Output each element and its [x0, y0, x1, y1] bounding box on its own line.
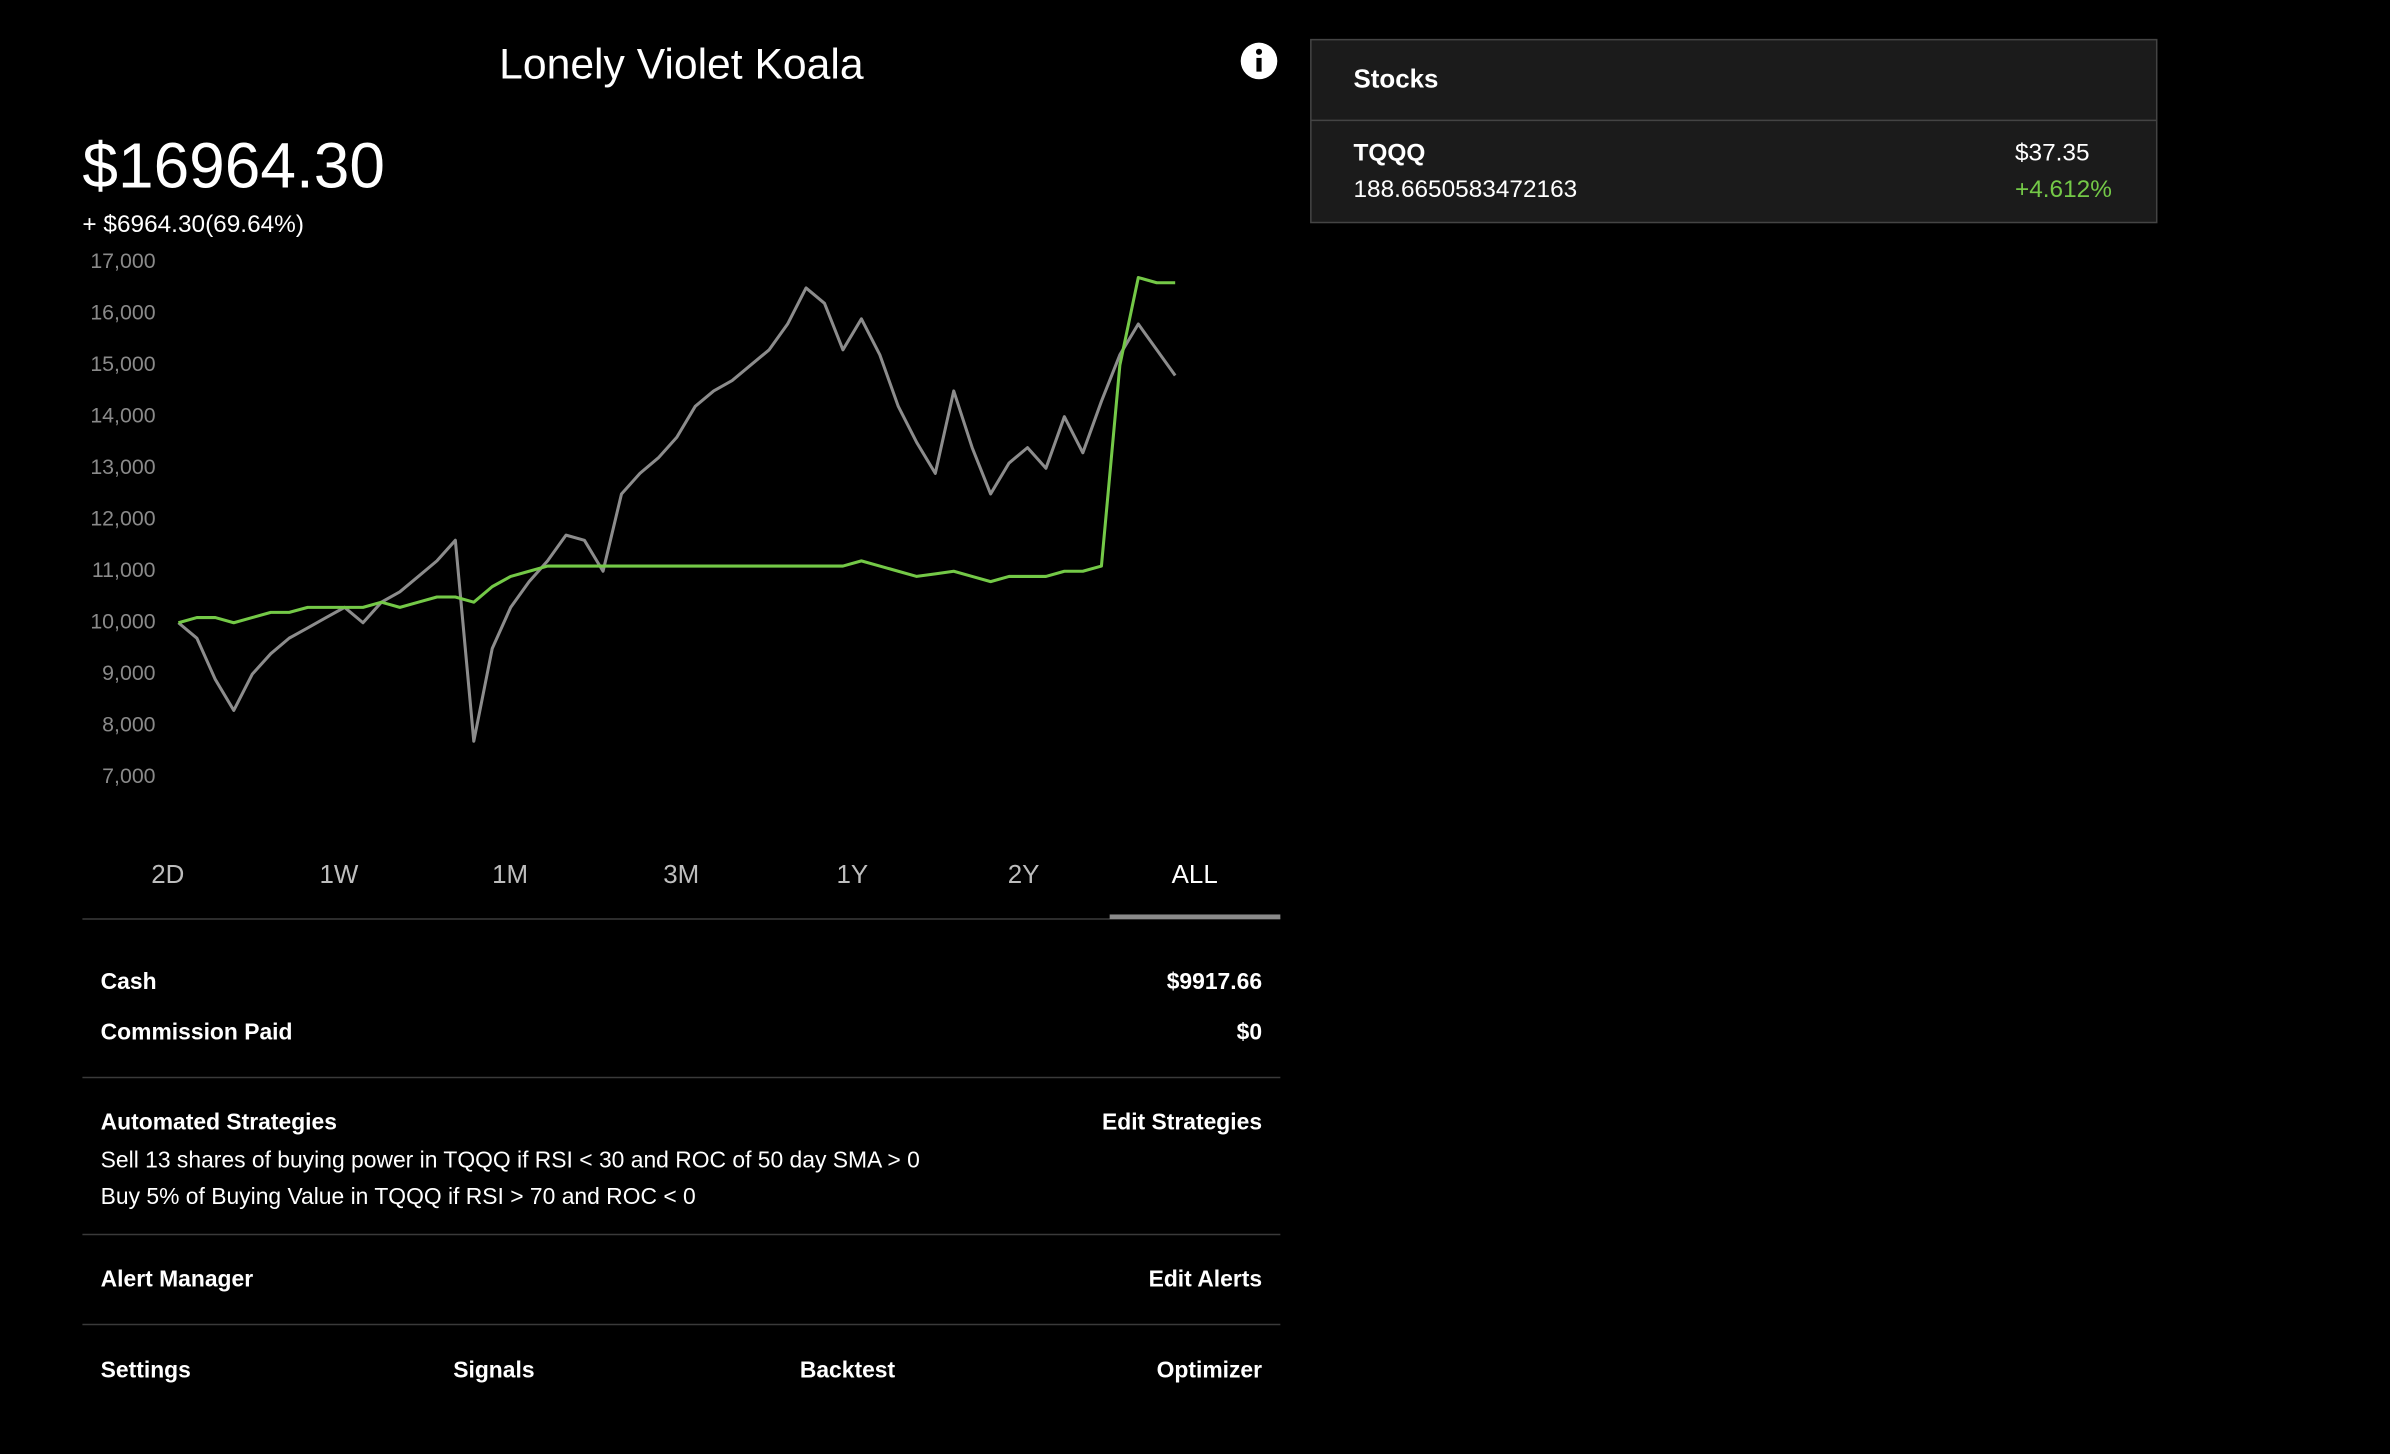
balance: $16964.30 [82, 130, 385, 202]
y-tick-label: 16,000 [90, 300, 155, 324]
nav-item[interactable]: Settings [101, 1357, 191, 1383]
price: $37.35 [2015, 139, 2090, 166]
period-tab[interactable]: 1Y [837, 861, 869, 889]
y-tick-label: 7,000 [102, 764, 156, 788]
stock-row[interactable]: TQQQ 188.6650583472163 $37.35 +4.612% [1354, 139, 2112, 203]
y-tick-label: 17,000 [90, 249, 155, 273]
chart: 7,000 8,000 9,000 10,000 11,000 12,000 13,000 1… [90, 249, 1177, 788]
strategies-title: Automated Strategies [101, 1108, 337, 1134]
y-tick-label: 12,000 [90, 506, 155, 530]
nav-item[interactable]: Signals [453, 1357, 534, 1383]
y-tick-label: 9,000 [102, 661, 156, 685]
series-line [178, 276, 1176, 625]
price-change: +4.612% [2015, 176, 2112, 203]
panel [1310, 38, 2158, 224]
period-tab[interactable]: 3M [663, 861, 699, 889]
y-tick-label: 13,000 [90, 455, 155, 479]
info-icon[interactable] [1240, 42, 1278, 80]
nav-item[interactable]: Backtest [800, 1357, 896, 1383]
tabs: 2D 1W 1M 3M 1Y 2Y ALL [151, 861, 1218, 889]
title: Lonely Violet Koala [499, 40, 864, 88]
stocks-panel: Stocks TQQQ 188.6650583472163 $37.35 +4.… [1310, 38, 2158, 224]
strategy: Sell 13 shares of buying power in TQQQ i… [101, 1146, 920, 1172]
period-tab[interactable]: ALL [1172, 861, 1218, 889]
commission-label: Commission Paid [101, 1018, 293, 1044]
change: + $6964.30(69.64%) [82, 211, 304, 238]
stocks-title: Stocks [1354, 66, 1439, 94]
strategy: Buy 5% of Buying Value in TQQQ if RSI > … [101, 1183, 696, 1209]
nav-item[interactable]: Optimizer [1157, 1357, 1263, 1383]
commission: $0 [1237, 1018, 1262, 1044]
tab-indicator [1109, 914, 1281, 920]
edit-strategies[interactable]: Edit Strategies [1102, 1108, 1262, 1134]
y-tick-label: 8,000 [102, 712, 156, 736]
series-line [177, 286, 1177, 743]
period-tab[interactable]: 2Y [1008, 861, 1040, 889]
cash-label: Cash [101, 968, 157, 994]
period-tab[interactable]: 1M [492, 861, 528, 889]
symbol: TQQQ [1354, 139, 1426, 166]
period-tab[interactable]: 1W [319, 861, 358, 889]
y-tick-label: 11,000 [92, 558, 156, 582]
edit-alerts[interactable]: Edit Alerts [1149, 1265, 1262, 1291]
period-tab[interactable]: 2D [151, 861, 184, 889]
cash: $9917.66 [1167, 968, 1262, 994]
alerts-title: Alert Manager [101, 1265, 254, 1291]
y-tick-label: 10,000 [90, 609, 155, 633]
y-tick-label: 15,000 [90, 352, 155, 376]
y-tick-label: 14,000 [90, 403, 155, 427]
shares: 188.6650583472163 [1354, 176, 1578, 203]
